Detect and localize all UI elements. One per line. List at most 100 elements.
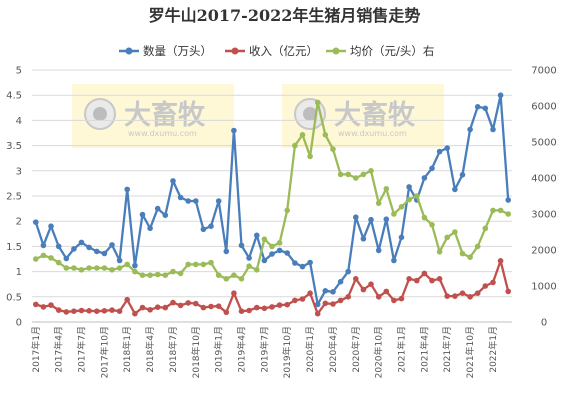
data-point-quantity (505, 197, 512, 203)
data-point-revenue (490, 279, 496, 286)
data-point-revenue (375, 294, 382, 300)
data-point-revenue (55, 307, 62, 313)
data-point-revenue (246, 307, 252, 314)
x-axis-tick-label: 2020年4月 (327, 326, 339, 373)
data-point-revenue (86, 308, 92, 314)
data-point-avg-price (474, 243, 481, 250)
right-axis-tick-label: 7000 (531, 66, 556, 77)
data-point-revenue (322, 300, 329, 307)
data-point-avg-price (429, 222, 435, 228)
data-point-revenue (421, 270, 428, 277)
data-point-quantity (406, 184, 412, 190)
x-axis-ticks: 2017年1月 2017年4月 2017年7月 2017年10月 2018年1月 2018… (30, 326, 499, 378)
data-point-quantity (314, 301, 321, 308)
data-point-avg-price (391, 211, 397, 217)
watermark-text: 大畜牧 (334, 99, 416, 131)
right-axis-tick-label: 2000 (531, 246, 556, 257)
data-point-avg-price (170, 268, 176, 275)
data-point-quantity (467, 126, 473, 133)
left-axis-tick-label: 0.5 (6, 292, 22, 303)
x-axis-tick-label: 2021年7月 (441, 326, 453, 373)
data-point-revenue (101, 308, 108, 314)
data-point-avg-price (482, 225, 489, 232)
data-point-quantity (299, 263, 306, 270)
x-axis-tick-label: 2019年4月 (236, 326, 248, 373)
data-point-quantity (307, 259, 313, 266)
data-point-quantity (208, 223, 214, 229)
data-point-revenue (482, 283, 489, 289)
legend-item-avg-price: 均价（元/头）右 (326, 44, 434, 58)
data-point-revenue (40, 304, 47, 310)
data-point-avg-price (383, 186, 390, 192)
x-axis-tick-label: 2020年10月 (373, 326, 385, 378)
watermark-logo-inner-icon (303, 107, 317, 121)
x-axis-tick-label: 2018年10月 (190, 326, 202, 378)
data-point-revenue (429, 277, 435, 284)
legend: 数量（万头） 收入（亿元） 均价（元/头）右 (119, 44, 434, 58)
data-point-quantity (436, 148, 443, 155)
legend-label-avg-price: 均价（元/头）右 (350, 44, 434, 58)
data-point-quantity (269, 251, 275, 257)
left-axis-tick-label: 1.5 (6, 242, 22, 253)
data-point-avg-price (330, 146, 336, 152)
data-point-quantity (497, 92, 504, 98)
data-point-avg-price (200, 261, 207, 268)
data-point-avg-price (368, 168, 374, 174)
data-point-quantity (292, 260, 298, 266)
left-axis-tick-label: 3.5 (6, 141, 22, 152)
legend-marker-quantity (125, 47, 133, 55)
data-point-quantity (215, 198, 222, 204)
data-point-quantity (101, 250, 108, 257)
data-point-revenue (238, 308, 245, 315)
data-point-quantity (55, 243, 62, 250)
data-point-revenue (452, 293, 458, 299)
data-point-avg-price (223, 276, 230, 282)
data-point-revenue (330, 301, 336, 307)
x-axis-tick-label: 2021年4月 (418, 326, 430, 373)
data-point-quantity (154, 205, 161, 212)
legend-item-quantity: 数量（万头） (119, 44, 212, 58)
data-point-quantity (71, 246, 77, 252)
data-point-avg-price (276, 240, 283, 246)
data-point-avg-price (177, 270, 184, 277)
data-point-revenue (284, 301, 291, 308)
data-point-quantity (337, 278, 344, 285)
data-point-revenue (497, 258, 504, 264)
data-point-quantity (147, 225, 153, 232)
series-quantity (33, 92, 512, 308)
data-point-revenue (132, 310, 138, 317)
data-point-revenue (261, 305, 268, 312)
legend-marker-avg-price (332, 47, 340, 55)
x-axis-tick-label: 2020年7月 (350, 326, 362, 373)
data-point-quantity (353, 214, 359, 220)
data-point-avg-price (147, 272, 153, 279)
x-axis-tick-label: 2021年1月 (396, 326, 408, 373)
data-point-avg-price (33, 256, 39, 262)
data-point-revenue (223, 309, 230, 316)
legend-marker-revenue (231, 47, 239, 55)
data-point-quantity (200, 226, 207, 233)
data-point-quantity (444, 145, 451, 151)
legend-label-quantity: 数量（万头） (143, 44, 212, 58)
data-point-quantity (459, 172, 466, 178)
data-point-quantity (40, 242, 47, 249)
data-point-avg-price (101, 265, 108, 271)
data-point-quantity (383, 216, 390, 222)
data-point-revenue (177, 302, 184, 309)
data-point-revenue (505, 288, 512, 295)
x-axis-tick-label: 2017年4月 (53, 326, 65, 373)
data-point-quantity (330, 289, 336, 295)
right-axis-tick-label: 5000 (531, 138, 556, 149)
data-point-revenue (269, 304, 275, 310)
right-axis-tick-label: 1000 (531, 282, 556, 293)
series-revenue (33, 258, 512, 317)
data-point-avg-price (132, 268, 138, 275)
data-point-avg-price (292, 142, 298, 149)
data-point-revenue (414, 277, 420, 284)
data-point-quantity (109, 242, 115, 248)
chart-title: 罗牛山2017-2022年生猪月销售走势 (149, 6, 421, 25)
legend-item-revenue: 收入（亿元） (225, 44, 318, 58)
data-point-quantity (177, 194, 184, 201)
